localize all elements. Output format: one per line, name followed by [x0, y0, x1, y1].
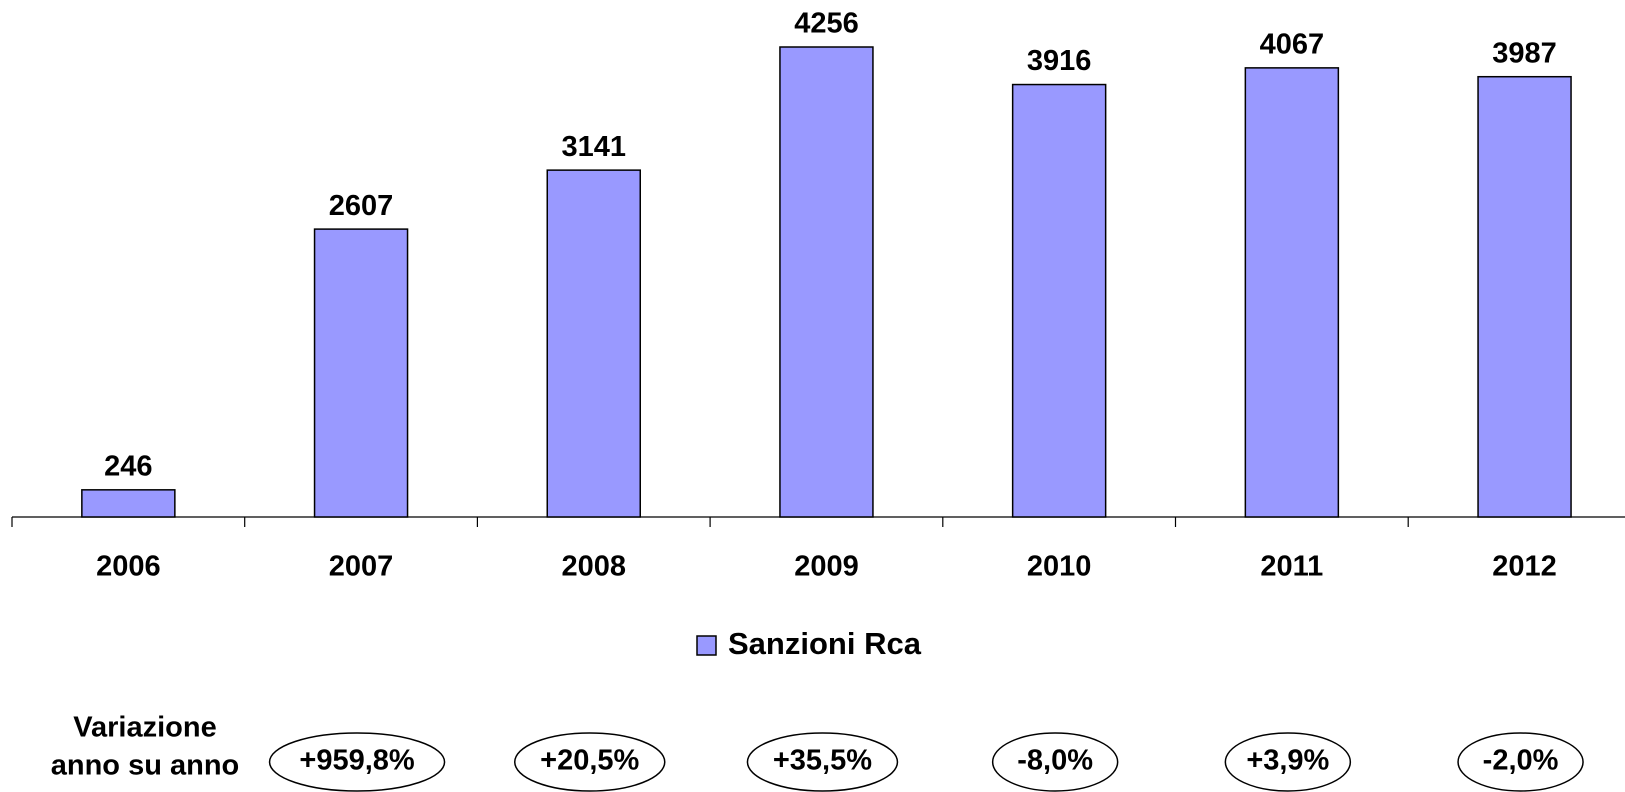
data-label: 246 — [104, 450, 152, 482]
x-tick-label: 2011 — [1260, 551, 1323, 583]
x-tick-label: 2010 — [1027, 551, 1092, 583]
data-label: 2607 — [329, 190, 394, 222]
change-label: -2,0% — [1483, 745, 1559, 777]
data-label: 4256 — [794, 8, 859, 40]
bar — [313, 228, 409, 518]
x-tick-label: 2007 — [329, 551, 394, 583]
change-label: -8,0% — [1017, 745, 1093, 777]
x-tick-label: 2008 — [561, 551, 626, 583]
data-label: 3987 — [1492, 37, 1557, 69]
x-tick-label: 2012 — [1492, 551, 1557, 583]
change-ellipse — [514, 732, 666, 792]
change-ellipse — [1224, 732, 1352, 792]
bar — [1244, 67, 1340, 518]
data-label: 3141 — [561, 131, 626, 163]
change-ellipse — [746, 732, 899, 792]
annotation-title: anno su anno — [51, 750, 240, 782]
change-label: +3,9% — [1246, 745, 1329, 777]
data-label: 3916 — [1027, 45, 1092, 77]
bar — [546, 169, 641, 518]
legend-label: Sanzioni Rca — [728, 626, 922, 661]
change-ellipse — [991, 732, 1119, 792]
x-tick-label: 2006 — [96, 551, 161, 583]
legend-swatch — [696, 635, 717, 656]
change-ellipse — [268, 732, 446, 792]
change-ellipse — [1457, 732, 1584, 792]
change-label: +35,5% — [773, 745, 872, 777]
bar — [1011, 83, 1107, 518]
x-tick-label: 2009 — [794, 551, 859, 583]
data-label: 4067 — [1260, 29, 1325, 61]
bar — [779, 46, 874, 518]
bar — [1477, 75, 1572, 518]
change-label: +20,5% — [540, 745, 639, 777]
change-label: +959,8% — [299, 745, 415, 777]
bar — [81, 489, 176, 518]
annotation-title: Variazione — [73, 712, 216, 744]
